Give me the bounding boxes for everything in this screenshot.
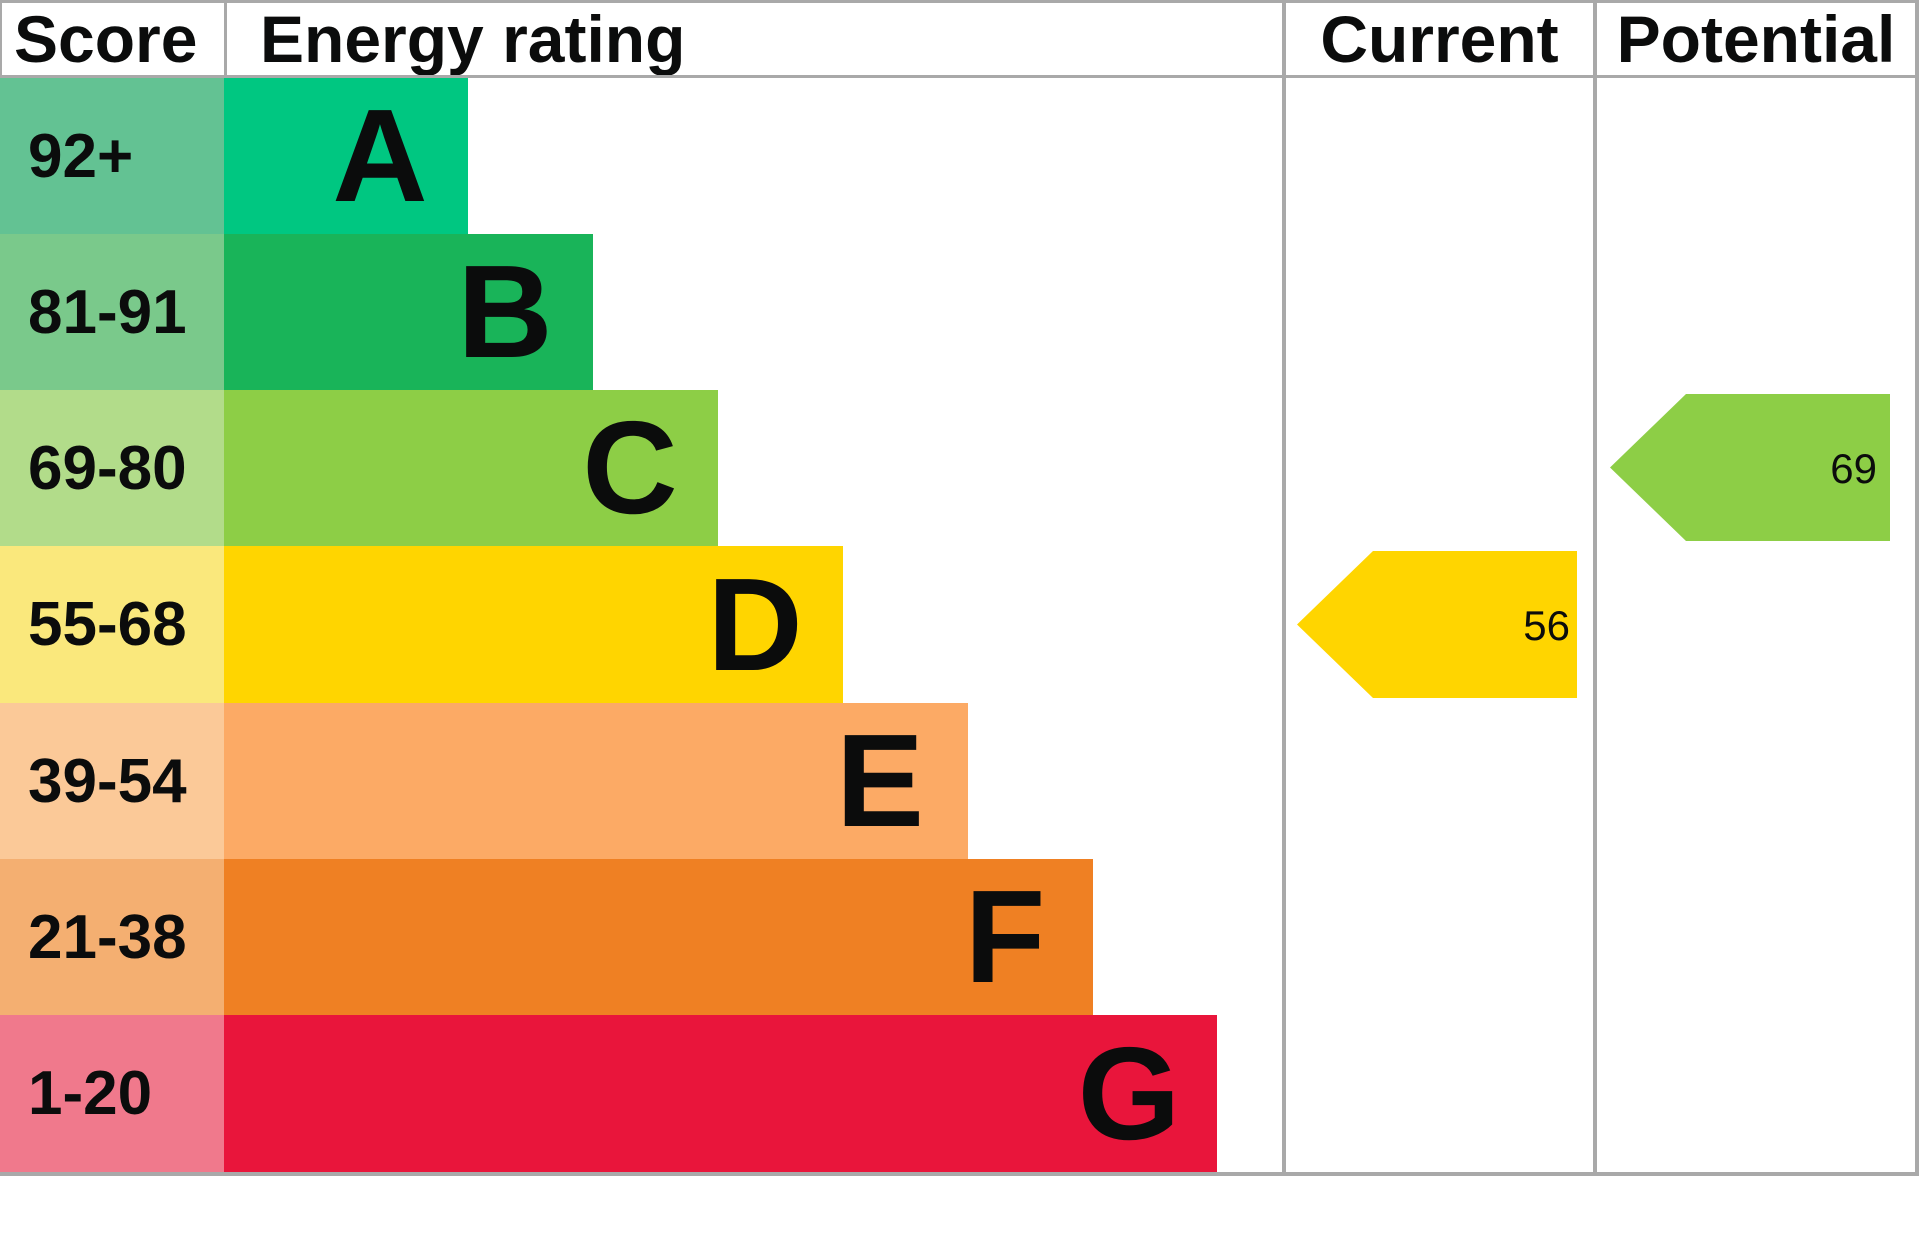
potential-rating-value: 69 (1830, 445, 1877, 492)
score-range-label-g: 1-20 (28, 1059, 153, 1128)
rating-bar-e: E (224, 703, 968, 859)
border-current-column-left (1282, 0, 1286, 1176)
band-row-f: 21-38 F (0, 859, 1920, 1015)
band-row-d: 55-68 D (0, 546, 1920, 703)
border-potential-column-left (1593, 0, 1597, 1176)
rating-bar-d: D (224, 546, 843, 703)
band-letter-d: D (707, 550, 803, 698)
potential-rating-arrow: 69 (1610, 394, 1890, 541)
band-row-g: 1-20 G (0, 1015, 1920, 1172)
rating-bar-a: A (224, 78, 468, 234)
score-range-label-d: 55-68 (28, 590, 187, 659)
column-header-potential-label: Potential (1616, 2, 1896, 76)
band-row-b: 81-91 B (0, 234, 1920, 390)
current-rating-value: 56 (1523, 602, 1570, 649)
band-letter-g: G (1077, 1019, 1181, 1167)
column-header-energy-rating: Energy rating (227, 2, 1160, 76)
band-letter-e: E (835, 707, 925, 854)
score-range-cell-d: 55-68 (0, 546, 224, 703)
score-range-label-c: 69-80 (28, 433, 187, 503)
score-range-cell-f: 21-38 (0, 859, 224, 1015)
band-letter-a: A (332, 82, 428, 229)
rating-bar-b: B (224, 234, 593, 390)
current-arrow-shape (1297, 551, 1577, 698)
column-header-score: Score (0, 2, 238, 76)
border-score-column (224, 0, 227, 78)
score-range-label-e: 39-54 (28, 746, 187, 816)
band-letter-c: C (582, 394, 678, 541)
score-range-cell-a: 92+ (0, 78, 224, 234)
column-header-current: Current (1286, 2, 1593, 76)
column-header-energy-rating-label: Energy rating (260, 2, 686, 76)
rating-bar-f: F (224, 859, 1093, 1015)
score-range-cell-b: 81-91 (0, 234, 224, 390)
current-rating-arrow: 56 (1297, 551, 1577, 698)
score-range-cell-g: 1-20 (0, 1015, 224, 1172)
score-range-label-f: 21-38 (28, 902, 187, 972)
score-range-cell-c: 69-80 (0, 390, 224, 546)
score-range-label-b: 81-91 (28, 277, 187, 347)
border-bottom-line (0, 1172, 1919, 1176)
score-range-cell-e: 39-54 (0, 703, 224, 859)
potential-arrow-shape (1610, 394, 1890, 541)
border-left-header (0, 0, 2, 78)
column-header-potential: Potential (1597, 2, 1915, 76)
band-row-e: 39-54 E (0, 703, 1920, 859)
rating-bar-g: G (224, 1015, 1217, 1172)
band-row-c: 69-80 C (0, 390, 1920, 546)
rating-bar-c: C (224, 390, 718, 546)
border-right-edge (1915, 0, 1919, 1176)
band-letter-b: B (457, 238, 553, 385)
band-row-a: 92+ A (0, 78, 1920, 234)
column-header-score-label: Score (14, 2, 198, 76)
column-header-current-label: Current (1320, 2, 1559, 76)
border-header-bottom-line (0, 75, 1919, 78)
border-top-line (0, 0, 1919, 3)
score-range-label-a: 92+ (28, 121, 134, 191)
band-letter-f: F (964, 863, 1046, 1010)
